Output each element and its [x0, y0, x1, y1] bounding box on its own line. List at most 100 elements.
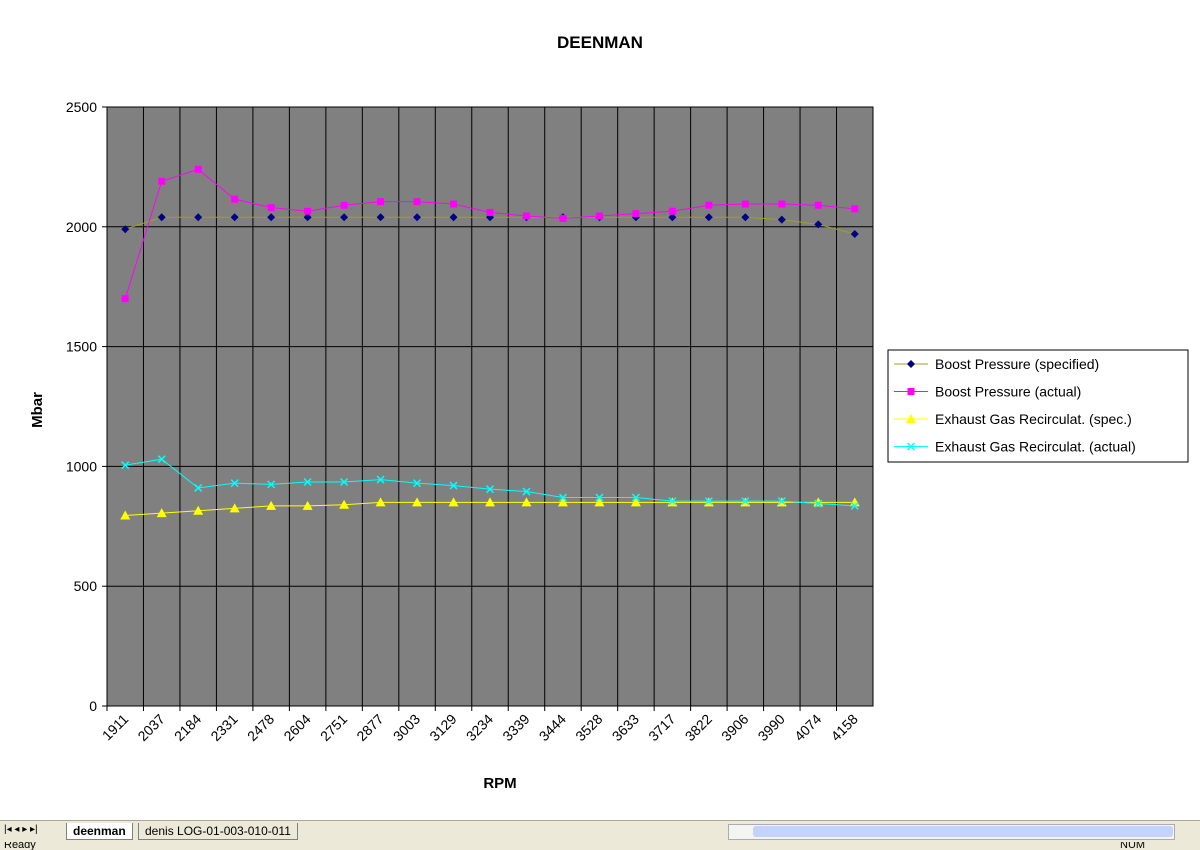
marker [522, 212, 530, 220]
x-tick-label: 2037 [134, 711, 167, 744]
horizontal-scrollbar[interactable] [728, 824, 1175, 840]
marker [376, 213, 385, 222]
marker [120, 510, 131, 520]
marker [521, 497, 532, 507]
x-tick-label: 4158 [828, 711, 861, 744]
marker [907, 388, 915, 395]
x-tick-label: 3528 [572, 711, 605, 744]
marker [194, 483, 203, 492]
sheet-tab[interactable]: denis LOG-01-003-010-011 [138, 823, 298, 840]
marker [121, 461, 130, 470]
legend [887, 349, 1189, 463]
x-tick-label: 3129 [426, 711, 459, 744]
marker [303, 213, 312, 222]
plot-area [106, 106, 874, 707]
x-tick-label: 3717 [645, 711, 678, 744]
marker [413, 198, 421, 206]
marker [850, 501, 859, 510]
legend-label: Boost Pressure (specified) [935, 356, 1099, 372]
marker [121, 225, 130, 234]
x-tick-label: 2184 [171, 711, 204, 744]
series [120, 497, 860, 520]
marker [304, 207, 312, 215]
marker [230, 213, 239, 222]
marker [413, 213, 422, 222]
chart: DEENMAN RPM Mbar 0 500 1000 1500 2000 2500 191… [29, 33, 1189, 792]
marker [194, 165, 202, 173]
marker [814, 201, 822, 209]
marker [412, 497, 423, 507]
x-tick-label: 3444 [536, 711, 569, 744]
marker [595, 493, 604, 502]
marker [377, 198, 385, 206]
marker [632, 210, 640, 218]
marker [559, 214, 567, 222]
marker [558, 493, 567, 502]
status-bar: Ready NUM [0, 842, 1200, 850]
marker [777, 215, 786, 224]
marker [668, 497, 677, 506]
marker [157, 213, 166, 222]
marker [450, 200, 458, 208]
y-tick-label: 500 [74, 578, 98, 594]
x-axis-label: RPM [483, 775, 516, 792]
x-tick-label: 1911 [99, 711, 132, 744]
marker [340, 477, 349, 487]
y-tick-label: 2500 [66, 99, 97, 115]
marker [522, 487, 531, 496]
status-text: Ready [4, 842, 36, 850]
marker [194, 213, 203, 222]
x-tick-label: 3822 [682, 711, 715, 744]
marker [193, 505, 204, 515]
marker [594, 497, 605, 507]
x-tick-label: 3339 [499, 711, 532, 744]
marker [303, 477, 312, 487]
marker [778, 200, 786, 208]
marker [376, 475, 385, 484]
legend-label: Exhaust Gas Recirculat. (spec.) [935, 411, 1132, 427]
sheet-tab-bar: |◂ ◂ ▸ ▸| deenman denis LOG-01-003-010-0… [0, 820, 1200, 843]
marker [340, 201, 348, 209]
sheet-tab[interactable]: deenman [66, 823, 133, 840]
marker [704, 213, 713, 222]
tab-scroll-buttons[interactable]: |◂ ◂ ▸ ▸| [4, 824, 38, 835]
marker [449, 213, 458, 222]
marker [267, 204, 275, 212]
marker [668, 207, 676, 215]
x-tick-label: 2751 [317, 711, 350, 744]
marker [449, 481, 458, 490]
status-indicator: NUM [1120, 842, 1146, 850]
marker [413, 479, 422, 488]
marker [595, 212, 603, 220]
marker [850, 229, 859, 238]
marker [814, 220, 823, 229]
x-tick-label: 2604 [280, 711, 313, 744]
marker [906, 414, 916, 423]
marker [705, 201, 713, 209]
legend-label: Boost Pressure (actual) [935, 384, 1081, 400]
scroll-thumb[interactable] [753, 826, 1173, 837]
marker [267, 480, 276, 489]
marker [630, 497, 641, 507]
marker [121, 295, 129, 303]
x-tick-label: 4074 [791, 711, 824, 744]
x-tick-label: 2877 [353, 711, 386, 744]
marker [229, 503, 240, 513]
marker [777, 497, 786, 506]
marker [814, 499, 823, 508]
x-tick-label: 3990 [755, 711, 788, 744]
series [121, 165, 859, 303]
marker [704, 497, 713, 506]
marker [485, 497, 495, 507]
marker [741, 200, 749, 208]
marker [668, 213, 677, 222]
marker [266, 500, 277, 510]
marker [557, 497, 568, 507]
marker [340, 213, 349, 222]
y-tick-label: 1500 [66, 339, 97, 355]
series [121, 455, 859, 510]
marker [302, 500, 313, 510]
marker [375, 497, 386, 507]
marker [906, 442, 916, 451]
